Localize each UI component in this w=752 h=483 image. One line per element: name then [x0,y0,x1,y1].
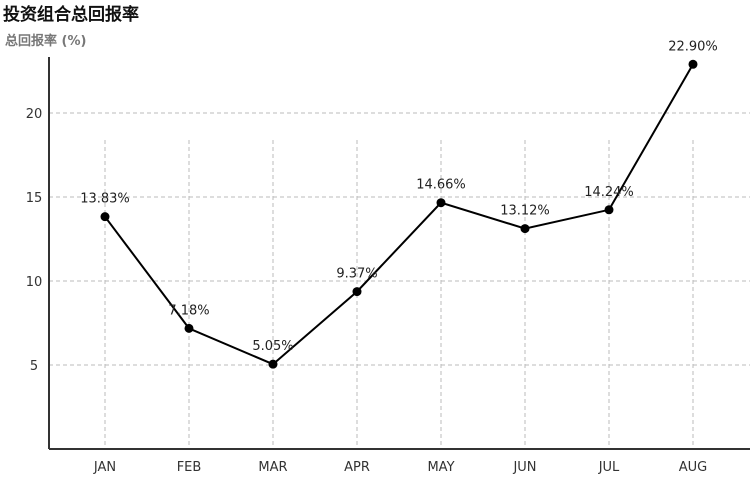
data-point [688,59,698,69]
y-axis-unit-label: 总回报率 (%) [5,34,87,49]
data-label: 13.12% [500,204,550,219]
x-tick-label: JAN [93,460,116,475]
x-tick-label: AUG [679,460,707,475]
data-point [184,323,194,333]
data-label: 14.66% [416,178,466,193]
data-point [268,359,278,369]
x-tick-label: MAY [427,460,454,475]
data-point [352,287,362,297]
data-label: 13.83% [80,192,130,207]
x-tick-label: FEB [177,460,202,475]
x-tick-label: JUL [598,460,620,475]
data-point [604,205,614,215]
y-tick-label: 5 [30,359,38,374]
data-point [520,224,530,234]
y-tick-label: 20 [26,107,43,122]
data-label: 7.18% [168,303,209,318]
chart-title: 投资组合总回报率 [3,5,139,25]
x-tick-label: APR [344,460,370,475]
data-label: 22.90% [668,39,718,54]
y-tick-label: 15 [26,191,43,206]
data-point [100,212,110,222]
y-tick-label: 10 [26,275,43,290]
data-label: 9.37% [336,267,377,282]
data-label: 5.05% [252,339,293,354]
data-label: 14.24% [584,185,634,200]
x-tick-label: MAR [258,460,287,475]
x-tick-label: JUN [512,460,536,475]
data-point [436,198,446,208]
series-line [104,63,694,366]
